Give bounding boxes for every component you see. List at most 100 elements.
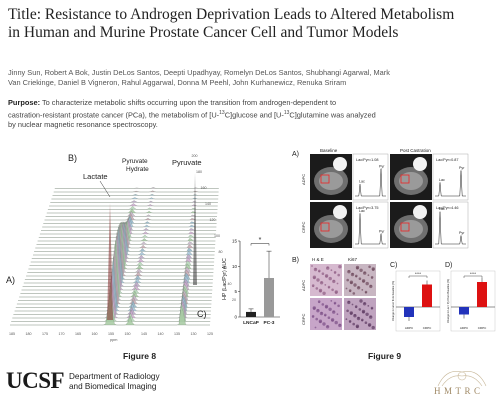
row-label-crpc: CRPC <box>301 222 306 233</box>
cell-nucleus <box>313 276 316 280</box>
roi-box <box>320 174 330 184</box>
cell-nucleus <box>349 312 353 315</box>
cell-nucleus <box>313 267 318 272</box>
spectrum-line <box>435 211 466 245</box>
col-header-he: H & E <box>312 257 324 262</box>
cell-nucleus <box>321 303 325 306</box>
cell-nucleus <box>325 275 328 278</box>
cell-nucleus <box>325 325 330 329</box>
peak-label-pyruvate-hydrate-1: Pyruvate <box>122 158 148 165</box>
purpose-sup-1: 13 <box>219 110 225 116</box>
bar-y-tick-label: 10 <box>232 264 238 269</box>
fig8-panel-label-b: B) <box>68 153 77 163</box>
mri-organ <box>319 220 343 238</box>
spectrum-trace <box>51 197 219 200</box>
spectrum-trace <box>47 206 218 210</box>
chart-y-label: Change in tumor from baseline (%) <box>391 281 395 321</box>
title-line-2: in Human and Murine Prostate Cancer Cell… <box>8 24 399 41</box>
figure-9: A) Baseline Post Castration ADPC CRPC La… <box>290 145 500 350</box>
bar-category-label: CRPC <box>423 326 432 330</box>
chart-y-label: Change in Lac / Pyr from Baseline (%) <box>446 279 450 323</box>
cell-nucleus <box>371 325 375 330</box>
cell-nucleus <box>330 269 333 272</box>
ppm-axis: 185 180 175 170 165 160 155 150 145 140 135 130 125 p… <box>9 332 213 342</box>
cell-nucleus <box>353 314 357 318</box>
spectrum-trace <box>52 194 219 196</box>
cell-nucleus <box>355 306 357 309</box>
time-tick-label: 60 <box>223 266 227 270</box>
mri-phantom <box>333 157 347 171</box>
lac-pyr-ratio: Lac/Pyr=0.87 <box>436 158 458 162</box>
bar-y-tick-label: 5 <box>234 289 237 294</box>
stacked-spectra-plot <box>10 173 219 326</box>
significance-bracket <box>250 243 270 246</box>
cell-nucleus <box>316 278 320 282</box>
bar-category-label: CRPC <box>478 326 487 330</box>
cell-nucleus <box>356 266 359 270</box>
cell-nucleus <box>350 281 353 285</box>
dept-line-2: and Biomedical Imaging <box>69 382 157 391</box>
cell-nucleus <box>368 324 371 327</box>
cell-nucleus <box>346 309 349 313</box>
author-list: Jinny Sun, Robert A Bok, Justin DeLos Sa… <box>8 68 492 88</box>
cell-nucleus <box>338 323 342 328</box>
cell-nucleus <box>368 265 371 269</box>
time-tick-label: 140 <box>205 202 211 206</box>
cell-nucleus <box>356 286 361 290</box>
bar-adpc <box>459 307 469 315</box>
cell-nucleus <box>324 314 327 317</box>
spectrum-trace <box>54 187 219 189</box>
cell-nucleus <box>347 270 351 274</box>
histo-row-label-crpc: CRPC <box>301 314 306 325</box>
bar-y-tick-label: 15 <box>232 239 238 244</box>
cell-nucleus <box>359 268 363 272</box>
cell-nucleus <box>371 277 373 279</box>
cell-nucleus <box>332 279 336 284</box>
time-tick-label: 80 <box>219 250 223 254</box>
roi-box <box>400 174 410 184</box>
bar-category-label: LNCaP <box>243 320 260 326</box>
pyruvate-peak-accent <box>193 173 197 285</box>
ppm-tick-label: 135 <box>174 332 180 336</box>
cell-nucleus <box>319 281 324 285</box>
peak-label-pyr: Pyr <box>379 164 385 168</box>
cell-nucleus <box>319 289 322 293</box>
cell-nucleus <box>338 265 342 269</box>
bar-chart-lac-pyr: 0 5 10 15 HP (Lac/Pyr) AUC LNCaP PC-3 * <box>222 237 280 326</box>
cell-nucleus <box>350 272 355 277</box>
peak-label-pyruvate-hydrate-2: Hydrate <box>126 166 149 173</box>
histology-image <box>344 264 376 296</box>
significance-marker: * <box>259 237 262 244</box>
purpose-statement: Purpose: To characterize metabolic shift… <box>8 98 492 130</box>
time-tick-label: 120 <box>210 218 216 222</box>
cell-nucleus <box>330 300 333 302</box>
cell-nucleus <box>322 291 326 295</box>
fig9-panel-label-a: A) <box>292 151 299 158</box>
cell-nucleus <box>328 307 332 311</box>
figure-9-caption: Figure 9 <box>368 351 402 361</box>
lac-pyr-ratio: Lac/Pyr=3.75 <box>356 206 378 210</box>
bar-y-tick-label: 0 <box>234 315 237 320</box>
time-tick-label: 200 <box>192 154 198 158</box>
cell-nucleus <box>331 288 334 292</box>
cell-nucleus <box>327 316 331 319</box>
cell-nucleus <box>356 325 359 329</box>
cell-nucleus <box>328 286 330 289</box>
figure-8: 185 180 175 170 165 160 155 150 145 140 135 130 125 p… <box>0 145 290 345</box>
ppm-axis-unit: ppm <box>110 338 117 342</box>
cell-nucleus <box>367 274 370 277</box>
purpose-line-2b: C]glucose and [U- <box>224 110 284 120</box>
cell-nucleus <box>318 270 321 273</box>
lactate-peak-accent <box>107 203 113 320</box>
ppm-tick-label: 150 <box>125 332 131 336</box>
cell-nucleus <box>312 316 314 318</box>
peak-label-lac: Lac <box>439 207 445 211</box>
col-header-post-castration: Post Castration <box>400 148 431 153</box>
roi-box <box>320 222 330 232</box>
row-label-adpc: ADPC <box>301 174 306 185</box>
purpose-line-2c: C]glutamine was analyzed <box>289 110 376 120</box>
spectrum-line <box>355 213 386 245</box>
figure-8-svg: 185 180 175 170 165 160 155 150 145 140 135 130 125p… <box>6 153 280 342</box>
hmtrc-logo: HMTRC <box>430 362 494 396</box>
